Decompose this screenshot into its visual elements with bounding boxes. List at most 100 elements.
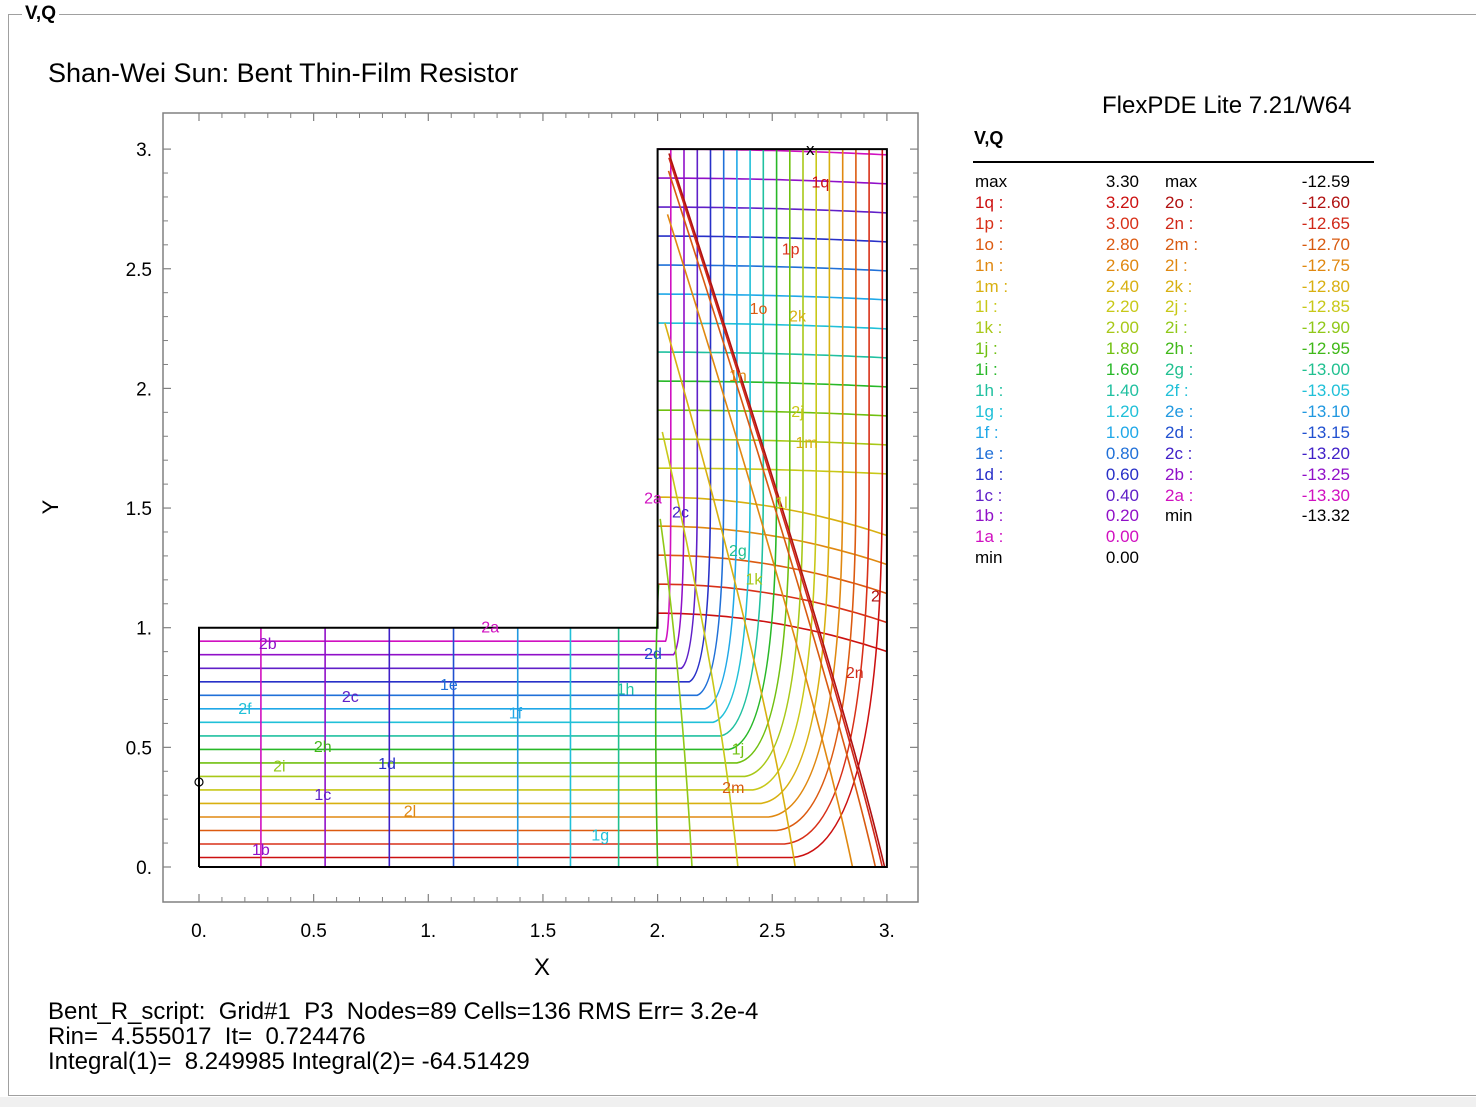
v-contour-curve — [199, 149, 699, 670]
v-contour-curve — [199, 149, 884, 859]
contour-label: 1b — [252, 842, 270, 859]
legend-q-value: -12.75 — [1301, 255, 1350, 275]
legend-v-value: 1.40 — [1105, 381, 1139, 400]
y-tick-label: 0. — [136, 858, 152, 879]
legend-q-value: -12.65 — [1301, 213, 1350, 233]
x-tick-label: 0.5 — [300, 921, 326, 942]
contour-label: 2c — [672, 505, 689, 522]
q-contours — [260, 153, 886, 868]
contour-label: 2a — [481, 620, 499, 637]
contour-label: 1p — [782, 241, 800, 258]
y-tick-label: 3. — [136, 140, 152, 161]
x-tick-label: 0. — [191, 921, 207, 942]
x-tick-label: 3. — [879, 921, 895, 942]
contour-label: 2 — [871, 588, 880, 605]
plot-title: Shan-Wei Sun: Bent Thin-Film Resistor — [48, 58, 519, 88]
legend-q-value: -12.60 — [1301, 192, 1350, 212]
left-marker — [194, 777, 204, 787]
legend-q-label: 2l : — [1165, 255, 1188, 275]
legend-q-value: -12.85 — [1301, 297, 1350, 317]
x-tick-label: 2. — [650, 921, 666, 942]
v-contour-curve — [199, 149, 817, 791]
legend-v-value: 2.40 — [1105, 276, 1139, 296]
legend-q-label: 2i : — [1165, 318, 1188, 338]
v-contour-horizontal — [657, 409, 887, 417]
legend-v-label: 1g : — [975, 401, 1004, 421]
contour-label: 1f — [509, 706, 523, 723]
bottom-strip — [0, 1097, 1476, 1107]
legend-q-label: 2o : — [1165, 192, 1194, 212]
legend-v-label: 1b : — [975, 506, 1004, 526]
legend-v-label: 1l : — [975, 297, 998, 317]
contour-label: 2k — [789, 308, 807, 325]
legend-v-value: 0.40 — [1105, 485, 1139, 505]
legend-q-label: 2h : — [1165, 339, 1194, 359]
contour-label: 1k — [745, 572, 763, 589]
legend-v-value: 2.20 — [1105, 297, 1139, 317]
frame-label: V,Q — [22, 3, 59, 25]
legend-v-label: 1n : — [975, 255, 1004, 275]
legend-v-value: 3.30 — [1105, 172, 1139, 191]
legend-v-label: 1m : — [975, 276, 1009, 296]
legend-q-value: -12.90 — [1301, 318, 1350, 338]
contour-label: 2b — [259, 636, 277, 653]
legend-q-value: -13.30 — [1301, 485, 1350, 505]
legend-v-label: 1o : — [975, 234, 1004, 254]
q-contour — [668, 153, 886, 868]
v-contour-horizontal — [657, 206, 887, 214]
legend-v-label: 1p : — [975, 213, 1004, 233]
legend-v-label: 1a : — [975, 527, 1004, 547]
v-contour-curve — [199, 149, 870, 845]
legend-v-value: 0.20 — [1105, 506, 1139, 526]
contour-label: 1n — [729, 368, 747, 385]
v-contour-curve — [199, 149, 791, 764]
v-contour-curve — [199, 149, 844, 818]
contour-label: 2n — [846, 665, 864, 682]
legend-v-value: 2.00 — [1105, 318, 1139, 338]
tick-labels: 0. 0.5 1. 1.5 2. 2.5 3. 0. 0.5 1. 1.5 2. 2.5 3. — [126, 140, 895, 942]
v-contour-curve — [199, 149, 685, 656]
legend-q-value: -13.25 — [1301, 464, 1350, 484]
q-contour — [666, 214, 854, 868]
top-marker: x — [806, 140, 815, 159]
legend-q-value: -12.80 — [1301, 276, 1350, 296]
legend-q-value: -13.32 — [1301, 506, 1350, 526]
legend-v-label: 1c : — [975, 485, 1003, 505]
y-tick-label: 2.5 — [126, 260, 152, 281]
contour-label: 1e — [440, 677, 458, 694]
legend-q-value: -13.10 — [1301, 401, 1350, 421]
legend-v-label: 1j : — [975, 339, 998, 359]
footer-line-resistance: Rin= 4.555017 It= 0.724476 — [48, 1023, 366, 1050]
contour-labels: 2b 2a 2c 1e 2f 1f 2h 1d 2i 1c 2l 1b 1g 1h 2d 1j 2m 2n 2 1k 2… — [238, 174, 880, 859]
legend-v-label: 1h : — [975, 381, 1004, 400]
legend-v-value: 0.00 — [1105, 527, 1139, 547]
contour-label: 2d — [644, 646, 662, 663]
footer-line-grid: Bent_R_script: Grid#1 P3 Nodes=89 Cells=… — [48, 998, 759, 1025]
legend-v-value: 3.00 — [1105, 213, 1139, 233]
legend-q-label: 2k : — [1165, 276, 1193, 296]
v-contour-horizontal — [657, 525, 888, 566]
legend-q-value: -13.20 — [1301, 443, 1350, 463]
legend-q-value: -12.70 — [1301, 234, 1350, 254]
contour-label: 2g — [729, 543, 747, 560]
plot-frame — [8, 14, 1476, 1096]
legend-q-label: 2e : — [1165, 401, 1194, 421]
legend-q-label: 2n : — [1165, 213, 1194, 233]
v-contour-horizontal — [657, 351, 887, 359]
contour-label: 1g — [591, 828, 609, 845]
legend-v-label: 1k : — [975, 318, 1003, 338]
q-contour — [661, 431, 739, 868]
x-tick-label: 1. — [420, 921, 436, 942]
legend-rule — [973, 161, 1374, 163]
legend-q-label: 2b : — [1165, 464, 1194, 484]
v-contour-horizontal — [657, 293, 887, 301]
v-contour-horizontal — [657, 322, 887, 330]
contour-label: 2h — [314, 739, 332, 756]
v-contour-curve — [199, 149, 857, 832]
legend-q-label: max — [1165, 172, 1198, 191]
legend-v-label: 1d : — [975, 464, 1004, 484]
legend-v-value: 1.00 — [1105, 422, 1139, 442]
v-contour-horizontal — [657, 467, 887, 475]
contour-label: 2f — [238, 701, 252, 718]
